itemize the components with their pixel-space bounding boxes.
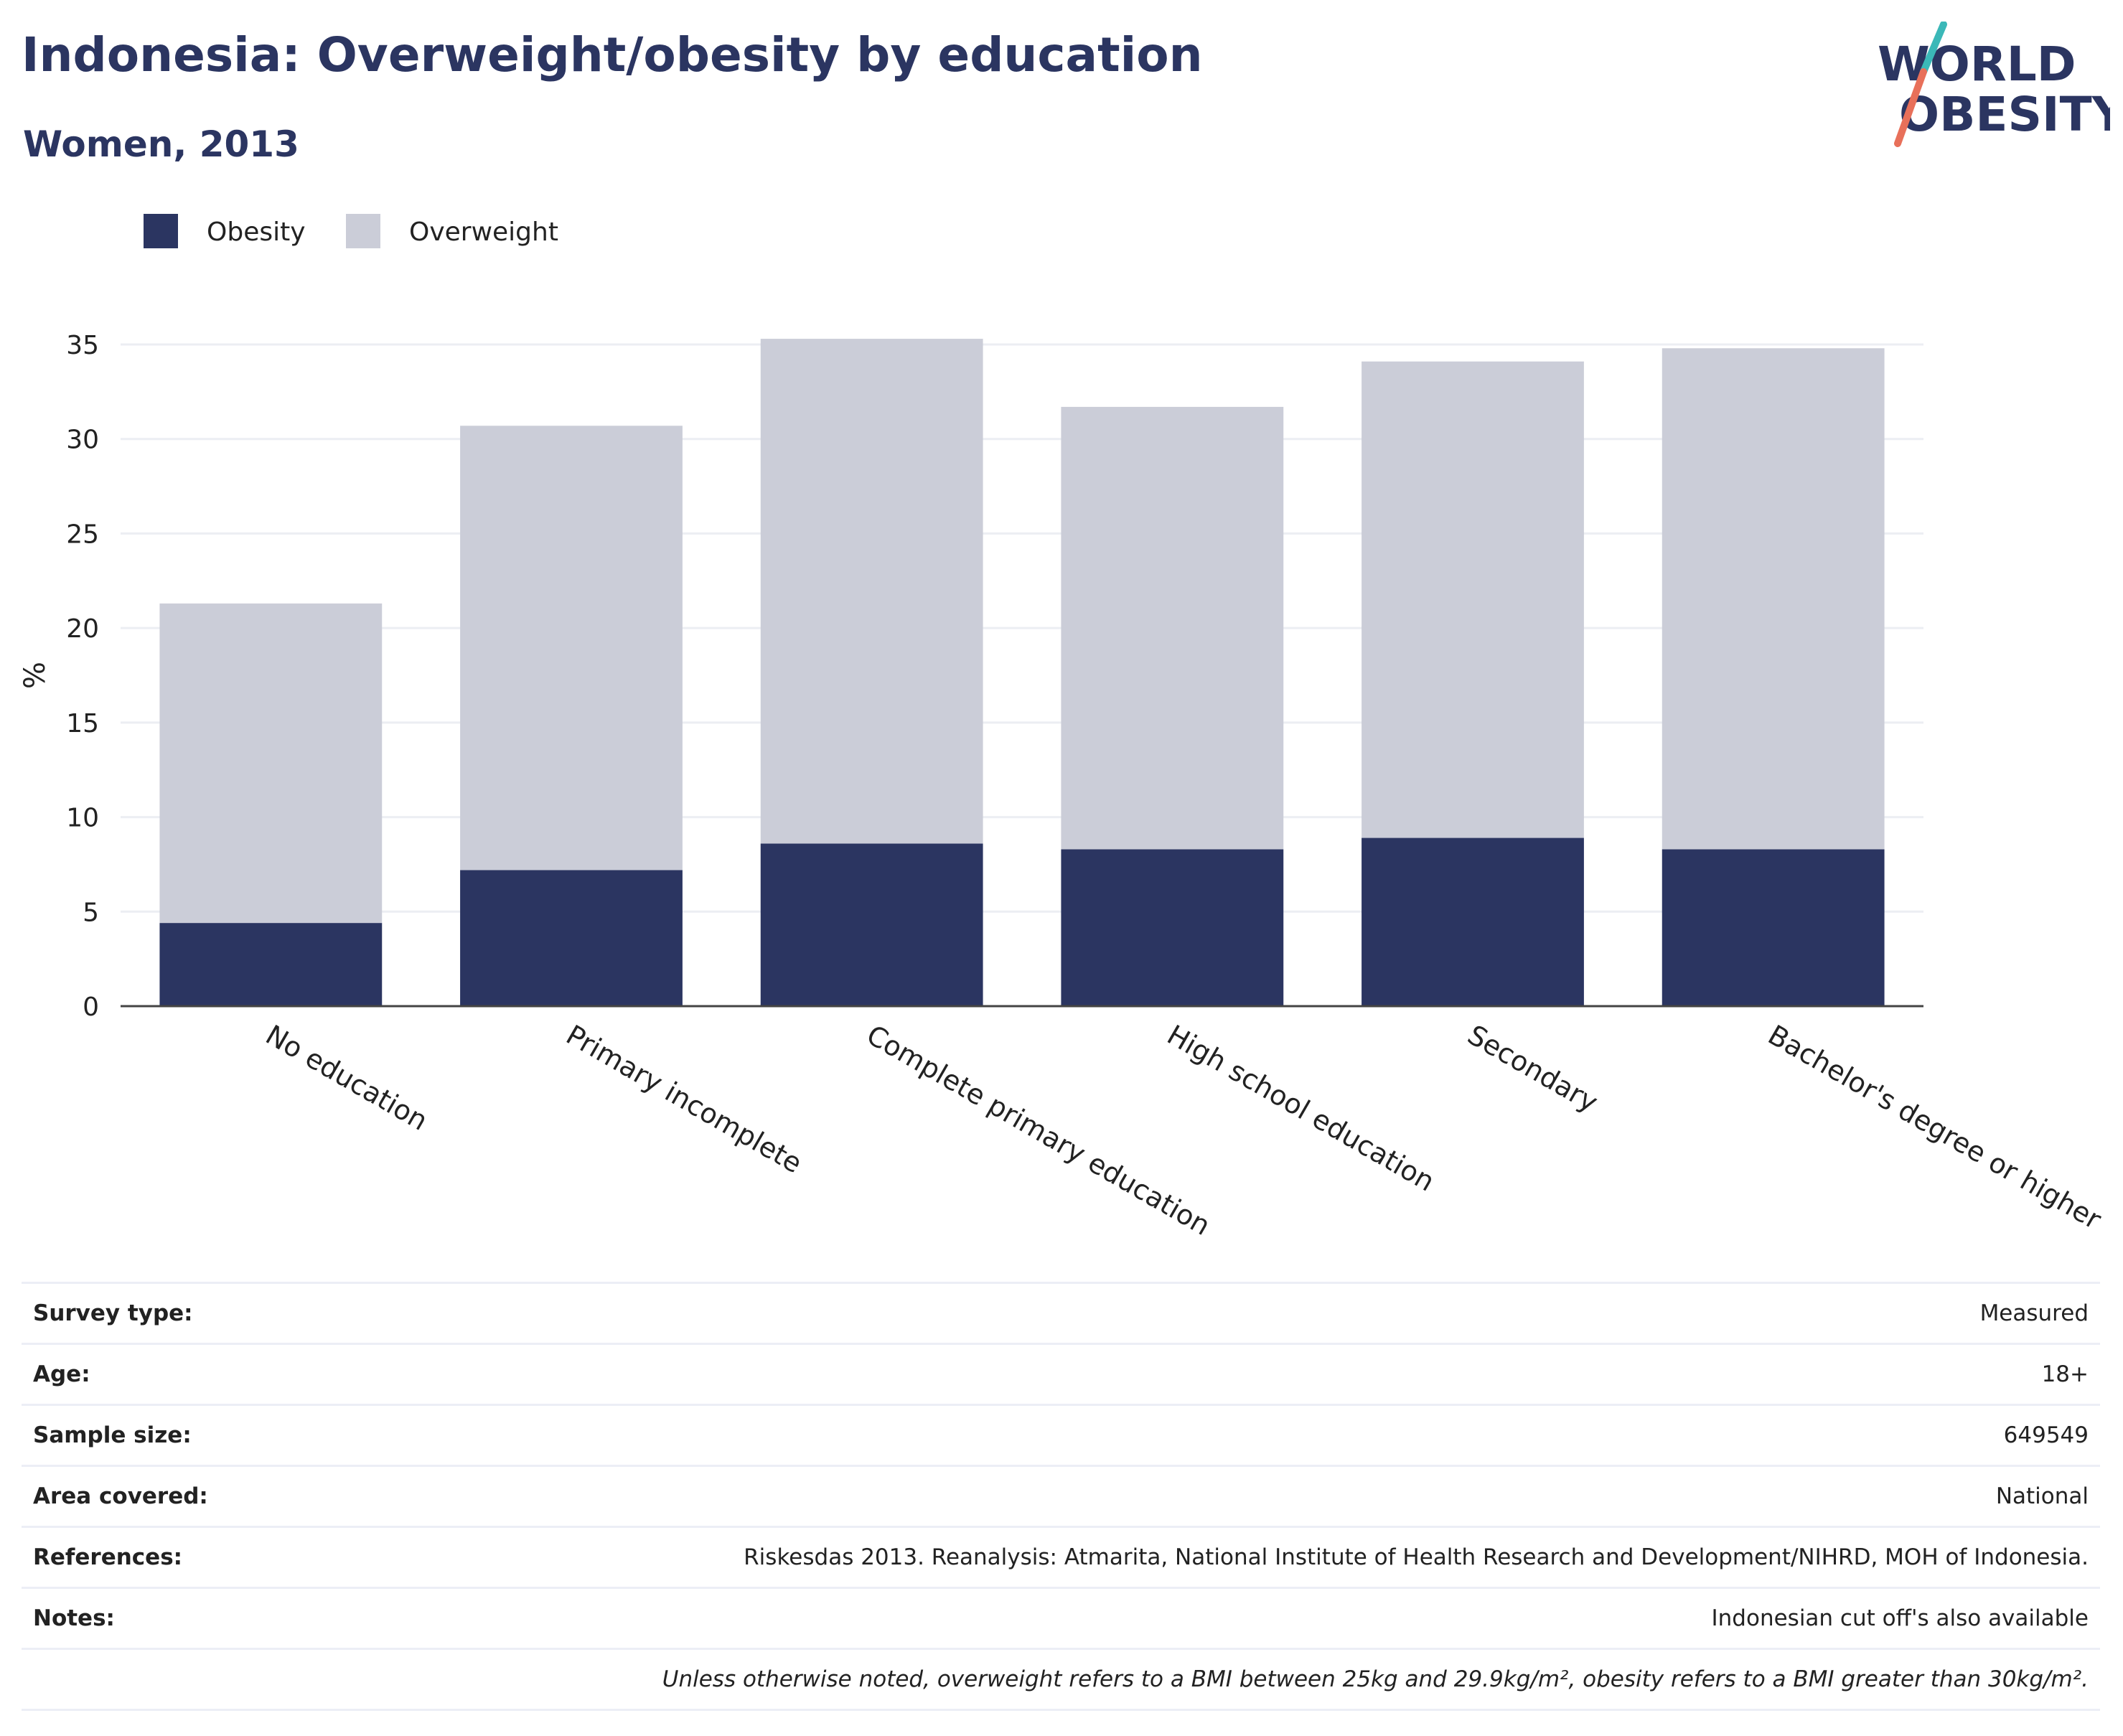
x-axis-ticks: No education Primary incomplete Complete p… [261,1019,2106,1242]
bar-obesity-1 [159,923,383,1006]
info-row-age: Age: 18+ [22,1343,2100,1405]
bar-overweight-4 [1061,406,1284,850]
info-key: Area covered: [22,1465,285,1527]
y-tick-label: 20 [66,614,99,644]
y-tick-label: 30 [66,426,99,455]
info-row-notes: Notes: Indonesian cut off's also availab… [22,1587,2100,1649]
info-key: Age: [22,1343,285,1405]
y-tick-label: 0 [83,993,99,1022]
legend-swatch-overweight [346,214,380,248]
info-value: National [284,1465,2100,1527]
info-value: Indonesian cut off's also available [284,1587,2100,1649]
info-key: References: [22,1526,285,1588]
gridlines [121,343,1923,913]
x-tick-label: Complete primary education [861,1019,1216,1242]
logo-line2: OBESITY [1899,87,2110,142]
chart-title: Indonesia: Overweight/obesity by educati… [22,27,1203,83]
y-tick-label: 35 [66,331,99,360]
info-value: 18+ [284,1343,2100,1405]
bar-overweight-2 [460,426,683,871]
stacked-bar-chart: Obesity Overweight 0 5 10 15 20 25 30 35 % No e… [19,214,2106,1242]
y-tick-label: 10 [66,804,99,833]
bar-obesity-3 [760,843,983,1006]
info-key: Notes: [22,1587,285,1649]
legend-label-obesity: Obesity [207,217,306,247]
world-obesity-logo: WORLD OBESITY [1878,22,2110,147]
info-key: Sample size: [22,1404,285,1466]
info-row-footnote: Unless otherwise noted, overweight refer… [22,1648,2100,1711]
bar-overweight-1 [159,603,383,924]
bar-obesity-5 [1362,837,1584,1006]
bar-obesity-4 [1061,849,1284,1006]
logo-slash-teal [1920,22,1947,75]
x-tick-label: Primary incomplete [561,1019,807,1180]
survey-info-table: Survey type: Measured Age: 18+ Sample si… [22,1282,2100,1711]
bar-overweight-6 [1662,348,1885,850]
bar-overweight-5 [1362,361,1584,838]
info-value: Measured [284,1282,2100,1344]
legend-swatch-obesity [144,214,178,248]
y-tick-label: 5 [83,898,99,927]
bmi-footnote: Unless otherwise noted, overweight refer… [22,1648,2100,1711]
logo-slash-coral [1894,68,1927,147]
x-tick-label: Secondary [1463,1019,1603,1119]
bar-obesity-6 [1662,849,1885,1006]
info-row-survey-type: Survey type: Measured [22,1282,2100,1344]
bars [159,339,1885,1006]
y-axis-label: % [19,662,52,689]
x-tick-label: High school education [1162,1019,1440,1198]
legend: Obesity Overweight [144,214,558,248]
info-row-sample-size: Sample size: 649549 [22,1404,2100,1466]
y-axis-ticks: 0 5 10 15 20 25 30 35 [66,331,99,1022]
bar-overweight-3 [760,339,983,844]
bar-obesity-2 [460,870,683,1006]
x-tick-label: No education [261,1019,433,1137]
y-tick-label: 25 [66,520,99,549]
info-value: Riskesdas 2013. Reanalysis: Atmarita, Na… [284,1526,2100,1588]
info-value: 649549 [284,1404,2100,1466]
logo-line1: WORLD [1878,37,2076,92]
info-key: Survey type: [22,1282,285,1344]
legend-label-overweight: Overweight [409,217,558,247]
chart-subtitle: Women, 2013 [23,123,299,165]
info-row-area-covered: Area covered: National [22,1465,2100,1527]
info-row-references: References: Riskesdas 2013. Reanalysis: … [22,1526,2100,1588]
x-tick-label: Bachelor's degree or higher [1763,1019,2106,1236]
y-tick-label: 15 [66,709,99,738]
